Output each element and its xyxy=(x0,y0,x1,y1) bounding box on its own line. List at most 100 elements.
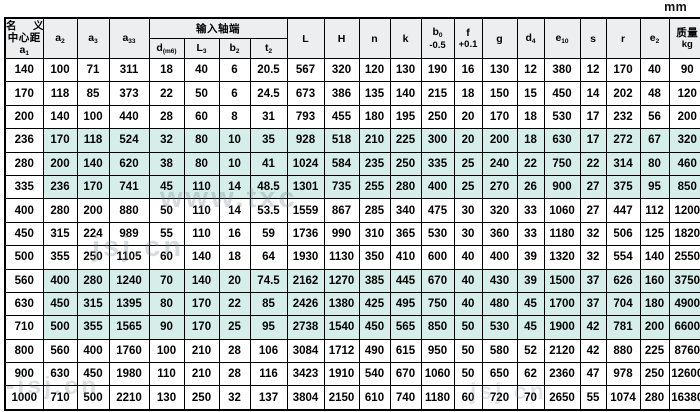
table-row: 1000 710 500 2210 130 250 32 137 3804 2150 610 740 1… xyxy=(4,385,700,411)
table-cell: 12 xyxy=(516,57,545,83)
table-cell: 40 xyxy=(639,57,670,83)
table-cell: 195 xyxy=(389,104,422,130)
table-cell: 285 xyxy=(358,198,391,223)
table-cell: 447 xyxy=(605,198,641,223)
table-cell: 1380 xyxy=(323,291,360,317)
table-cell: 584 xyxy=(323,151,360,176)
table-row: 560 400 280 1240 70 140 20 74.5 2162 1270 385 445 67… xyxy=(4,268,700,293)
table-cell: 1024 xyxy=(286,151,325,176)
table-cell: 565 xyxy=(389,315,422,340)
header-e10: e10 xyxy=(543,17,581,59)
table-cell: 800 xyxy=(4,338,44,364)
header-r: r xyxy=(605,17,641,59)
table-cell: 867 xyxy=(323,198,360,223)
table-cell: 235 xyxy=(358,151,391,176)
table-cell: 610 xyxy=(358,385,391,411)
table-cell: 750 xyxy=(543,151,581,176)
table-cell: 450 xyxy=(4,221,44,247)
table-cell: 1760 xyxy=(108,338,150,364)
table-cell: 315 xyxy=(42,221,78,247)
header-a33: a33 xyxy=(108,17,150,59)
table-cell: 518 xyxy=(323,128,360,153)
table-cell: 32 xyxy=(579,245,607,270)
header-n: n xyxy=(358,17,391,59)
table-cell: 311 xyxy=(108,57,150,83)
table-cell: 37 xyxy=(579,291,607,317)
table-cell: 225 xyxy=(389,128,422,153)
table-cell: 400 xyxy=(4,198,44,223)
table-cell: 95 xyxy=(249,315,288,340)
header-L: L xyxy=(286,17,325,59)
table-cell: 80 xyxy=(183,151,220,176)
table-cell: 630 xyxy=(543,128,581,153)
table-row: 500 355 250 1105 60 140 18 64 1930 1130 350 410 600 4… xyxy=(4,245,700,270)
table-cell: 130 xyxy=(389,57,422,83)
table-cell: 130 xyxy=(481,57,518,83)
table-cell: 1700 xyxy=(543,291,581,317)
table-cell: 280 xyxy=(639,385,670,411)
header-g: g xyxy=(481,17,518,59)
table-cell: 80 xyxy=(148,291,185,317)
table-cell: 60 xyxy=(148,245,185,270)
table-cell: 280 xyxy=(42,198,78,223)
table-cell: 15 xyxy=(516,81,545,106)
table-cell: 620 xyxy=(108,151,150,176)
table-cell: 355 xyxy=(42,245,78,270)
header-b0-symbol: b0 xyxy=(432,25,443,40)
table-cell: 41 xyxy=(249,151,288,176)
table-cell: 350 xyxy=(358,245,391,270)
table-cell: 480 xyxy=(481,291,518,317)
table-cell: 250 xyxy=(420,104,455,130)
table-cell: 704 xyxy=(605,291,641,317)
table-cell: 2150 xyxy=(323,385,360,411)
table-cell: 62 xyxy=(516,362,545,387)
table-cell: 25 xyxy=(218,315,251,340)
table-cell: 320 xyxy=(668,128,700,153)
table-cell: 735 xyxy=(323,174,360,200)
header-mass-unit: kg xyxy=(681,38,693,50)
table-cell: 6 xyxy=(218,57,251,83)
table-cell: 670 xyxy=(420,268,455,293)
table-cell: 440 xyxy=(108,104,150,130)
table-cell: 978 xyxy=(605,362,641,387)
table-cell: 1074 xyxy=(605,385,641,411)
table-cell: 950 xyxy=(420,338,455,364)
table-cell: 567 xyxy=(286,57,325,83)
table-cell: 2162 xyxy=(286,268,325,293)
header-b0-tolerance: -0.5 xyxy=(429,39,446,51)
table-cell: 30 xyxy=(453,198,483,223)
table-cell: 140 xyxy=(389,81,422,106)
table-cell: 100 xyxy=(148,338,185,364)
table-cell: 120 xyxy=(668,81,700,106)
table-cell: 40 xyxy=(453,245,483,270)
table-cell: 200 xyxy=(76,198,110,223)
table-cell: 2210 xyxy=(108,385,150,411)
table-cell: 425 xyxy=(358,291,391,317)
table-cell: 37 xyxy=(579,268,607,293)
table-cell: 1559 xyxy=(286,198,325,223)
table-cell: 30 xyxy=(453,221,483,247)
unit-row: mm xyxy=(4,0,696,17)
table-cell: 554 xyxy=(605,245,641,270)
table-cell: 53.5 xyxy=(249,198,288,223)
table-cell: 17 xyxy=(579,128,607,153)
header-b0: b0 -0.5 xyxy=(420,17,455,59)
table-cell: 18 xyxy=(516,104,545,130)
table-cell: 475 xyxy=(420,198,455,223)
header-d4: d4 xyxy=(516,17,545,59)
table-cell: 32 xyxy=(218,385,251,411)
table-cell: 236 xyxy=(42,174,78,200)
table-cell: 18 xyxy=(453,81,483,106)
table-cell: 250 xyxy=(389,151,422,176)
table-cell: 14 xyxy=(218,198,251,223)
table-cell: 31 xyxy=(249,104,288,130)
table-cell: 17 xyxy=(579,104,607,130)
header-nominal-center-distance: 名 义 中心距 a1 xyxy=(4,17,44,59)
table-cell: 710 xyxy=(42,385,78,411)
table-cell: 540 xyxy=(358,362,391,387)
table-cell: 375 xyxy=(605,174,641,200)
table-cell: 50 xyxy=(453,338,483,364)
table-cell: 202 xyxy=(605,81,641,106)
table-row: 710 500 355 1565 90 170 25 95 2738 1540 450 565 850 5… xyxy=(4,315,700,340)
table-cell: 22 xyxy=(148,81,185,106)
